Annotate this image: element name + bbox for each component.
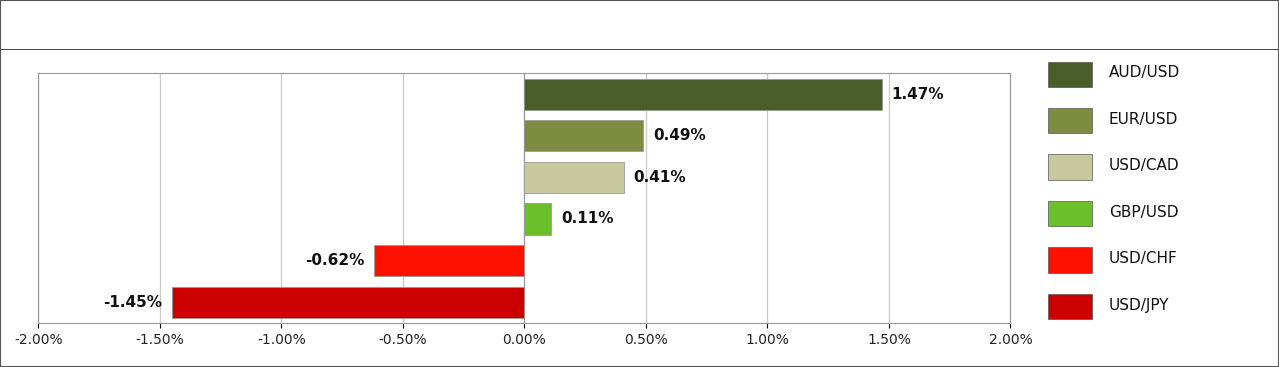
Text: 0.41%: 0.41% (634, 170, 687, 185)
Bar (524, 162, 624, 193)
Text: USD/JPY: USD/JPY (1109, 298, 1169, 313)
Text: GBP/USD: GBP/USD (1109, 205, 1178, 219)
Bar (171, 287, 524, 318)
Bar (373, 245, 524, 276)
FancyBboxPatch shape (1049, 108, 1092, 133)
Text: -0.62%: -0.62% (304, 253, 365, 268)
FancyBboxPatch shape (1049, 155, 1092, 179)
FancyBboxPatch shape (1049, 201, 1092, 226)
Bar (524, 120, 643, 151)
FancyBboxPatch shape (1049, 247, 1092, 273)
Bar (524, 79, 881, 110)
Text: USD/CHF: USD/CHF (1109, 251, 1178, 266)
FancyBboxPatch shape (1049, 294, 1092, 319)
FancyBboxPatch shape (1049, 62, 1092, 87)
Text: 0.11%: 0.11% (560, 211, 614, 226)
Text: USD/CAD: USD/CAD (1109, 158, 1179, 173)
Text: AUD/USD: AUD/USD (1109, 65, 1181, 80)
Text: EUR/USD: EUR/USD (1109, 112, 1178, 127)
Bar (524, 203, 551, 235)
Text: 0.49%: 0.49% (654, 128, 706, 143)
Text: Benchmark Currency Rates - Daily Gainers & Losers: Benchmark Currency Rates - Daily Gainers… (356, 15, 923, 34)
Text: -1.45%: -1.45% (104, 295, 162, 310)
Text: 1.47%: 1.47% (891, 87, 944, 102)
